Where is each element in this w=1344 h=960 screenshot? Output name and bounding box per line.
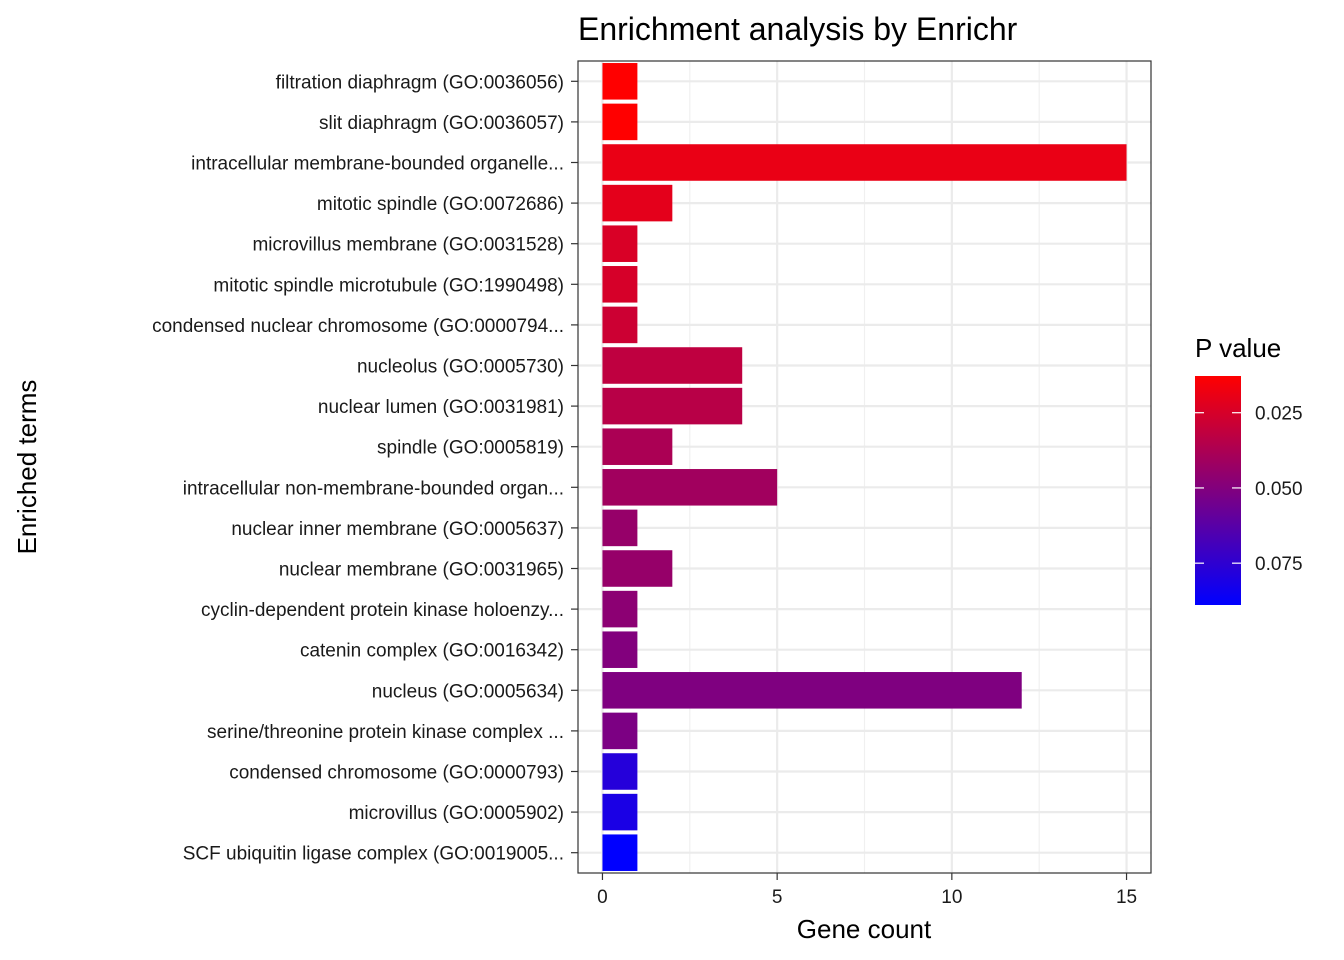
bar [602,103,638,141]
y-tick-label: SCF ubiquitin ligase complex (GO:0019005… [183,844,564,865]
y-axis: filtration diaphragm (GO:0036056) slit di… [152,72,578,865]
y-tick-label: mitotic spindle (GO:0072686) [317,194,564,215]
bar [602,469,778,506]
bar [602,590,638,628]
y-tick-label: mitotic spindle microtubule (GO:1990498) [213,275,564,296]
legend-colorbar: P value 0.025 0.050 0.075 [1195,333,1303,605]
bar [602,550,673,587]
bar [602,509,638,547]
y-tick-label: catenin complex (GO:0016342) [300,641,564,662]
bars-group [602,63,1127,871]
bar [602,387,743,425]
bar [602,347,743,384]
y-tick-label: condensed chromosome (GO:0000793) [229,763,564,784]
bar [602,793,638,831]
bar [602,753,638,790]
y-tick-label: slit diaphragm (GO:0036057) [319,113,564,134]
legend-tick-label: 0.050 [1255,479,1303,500]
bar [602,144,1127,181]
y-tick-label: microvillus membrane (GO:0031528) [252,235,564,256]
y-tick-label: nucleus (GO:0005634) [372,681,564,702]
y-tick-label: microvillus (GO:0005902) [349,803,564,824]
plot-panel [577,60,1152,874]
bar [602,712,638,750]
x-tick-label: 15 [1116,887,1137,908]
y-tick-label: condensed nuclear chromosome (GO:0000794… [152,316,564,337]
x-axis-title: Gene count [797,914,932,944]
y-tick-label: intracellular membrane-bounded organelle… [191,154,564,175]
y-tick-label: nuclear inner membrane (GO:0005637) [231,519,564,540]
bar [602,834,638,871]
bar [602,184,673,222]
bar [602,63,638,100]
y-tick-label: cyclin-dependent protein kinase holoenzy… [201,600,564,621]
bar [602,306,638,344]
legend-tick-label: 0.025 [1255,404,1303,425]
bar [602,428,673,465]
legend-ticks: 0.025 0.050 0.075 [1195,404,1303,575]
y-tick-label: nuclear membrane (GO:0031965) [279,560,564,581]
chart-title: Enrichment analysis by Enrichr [578,11,1018,47]
legend-title: P value [1195,333,1281,363]
bar [602,225,638,262]
legend-gradient-bar [1195,376,1241,605]
grid-minor [689,61,1040,873]
y-tick-label: nuclear lumen (GO:0031981) [318,397,564,418]
bar [602,266,638,303]
bar [602,672,1022,709]
y-tick-label: serine/threonine protein kinase complex … [207,722,564,743]
bar [602,631,638,668]
y-tick-label: filtration diaphragm (GO:0036056) [276,72,564,93]
x-axis: 0 5 10 15 [597,873,1137,908]
panel-border [577,60,1152,874]
x-tick-label: 5 [772,887,783,908]
y-tick-label: intracellular non-membrane-bounded organ… [183,478,564,499]
y-tick-label: spindle (GO:0005819) [377,438,564,459]
y-tick-label: nucleolus (GO:0005730) [357,357,564,378]
legend-tick-label: 0.075 [1255,554,1303,575]
x-tick-label: 10 [941,887,962,908]
x-tick-label: 0 [597,887,608,908]
y-axis-title: Enriched terms [12,380,42,555]
